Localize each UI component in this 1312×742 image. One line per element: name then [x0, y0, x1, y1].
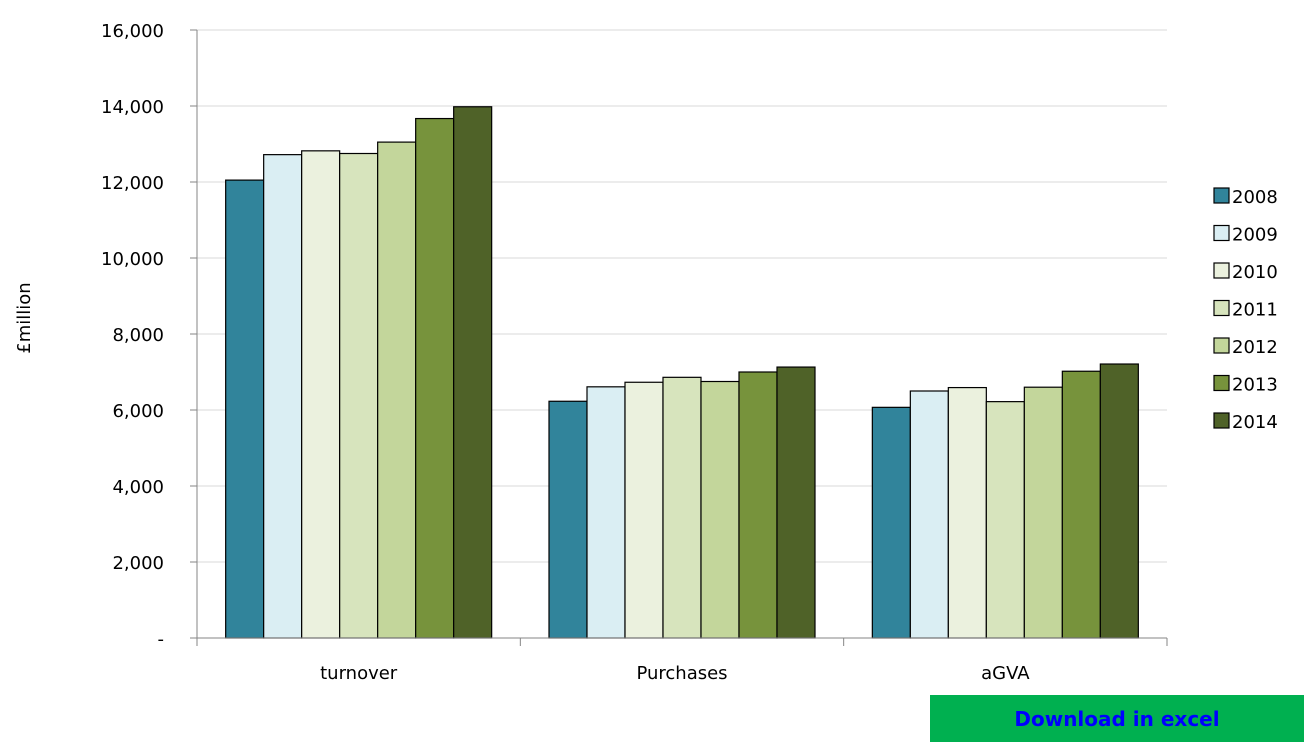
legend-label: 2010 [1232, 262, 1278, 283]
bar-agva-2012 [1023, 386, 1063, 639]
legend-swatch-2011 [1213, 299, 1230, 317]
x-tick-label: turnover [320, 663, 398, 684]
bar-agva-2014 [1099, 363, 1139, 639]
legend-label: 2011 [1232, 300, 1278, 321]
bar-agva-2010 [947, 386, 987, 639]
y-tick-label: 10,000 [101, 249, 164, 270]
x-tick-label: aGVA [981, 663, 1030, 684]
y-tick-label: 6,000 [112, 401, 164, 422]
y-tick-label: 2,000 [112, 553, 164, 574]
bar-turnover-2013 [415, 117, 455, 639]
legend-label: 2013 [1232, 375, 1278, 396]
bar-agva-2011 [985, 401, 1025, 639]
bar-agva-2008 [871, 406, 911, 639]
bar-turnover-2014 [453, 106, 493, 639]
bar-turnover-2011 [339, 152, 379, 639]
y-tick-label: 8,000 [112, 325, 164, 346]
y-tick-label: 16,000 [101, 21, 164, 42]
x-tick-labels: turnover Purchases aGVA [320, 663, 1030, 684]
bar-purchases-2013 [738, 371, 778, 639]
bar-purchases-2010 [624, 381, 664, 639]
y-axis-label: £million [14, 282, 35, 353]
y-tick-label: 4,000 [112, 477, 164, 498]
legend-swatch-2014 [1213, 412, 1230, 429]
bar-agva-2009 [909, 390, 949, 639]
bar-agva-2013 [1061, 370, 1101, 639]
bar-purchases-2009 [586, 386, 626, 639]
bars [225, 106, 1139, 639]
y-tick-label: 14,000 [101, 97, 164, 118]
legend-swatch-2013 [1213, 374, 1230, 392]
bar-purchases-2011 [662, 376, 702, 639]
legend-label: 2012 [1232, 337, 1278, 358]
download-excel-label: Download in excel [1014, 706, 1220, 731]
legend-label: 2009 [1232, 225, 1278, 246]
download-excel-button[interactable]: Download in excel [930, 695, 1304, 742]
legend-swatch-2008 [1213, 187, 1230, 204]
bar-turnover-2008 [225, 179, 265, 639]
bar-turnover-2010 [301, 150, 341, 639]
legend: 2008 2009 2010 2011 2012 2013 2014 [1213, 187, 1278, 433]
legend-label: 2014 [1232, 412, 1278, 433]
y-tick-label: - [158, 629, 165, 650]
bar-purchases-2008 [548, 400, 588, 639]
bar-turnover-2012 [377, 141, 417, 639]
y-tick-label: 12,000 [101, 173, 164, 194]
bar-purchases-2014 [776, 366, 816, 639]
y-tick-labels: - 2,000 4,000 6,000 8,000 10,000 12,000 14,000 1… [101, 21, 164, 650]
legend-label: 2008 [1232, 187, 1278, 208]
legend-swatch-2012 [1213, 337, 1230, 354]
legend-swatch-2010 [1213, 262, 1230, 279]
x-tick-label: Purchases [636, 663, 727, 684]
bar-turnover-2009 [263, 154, 303, 639]
axes [190, 29, 1168, 646]
bar-purchases-2012 [700, 380, 740, 639]
legend-swatch-2009 [1213, 224, 1230, 242]
